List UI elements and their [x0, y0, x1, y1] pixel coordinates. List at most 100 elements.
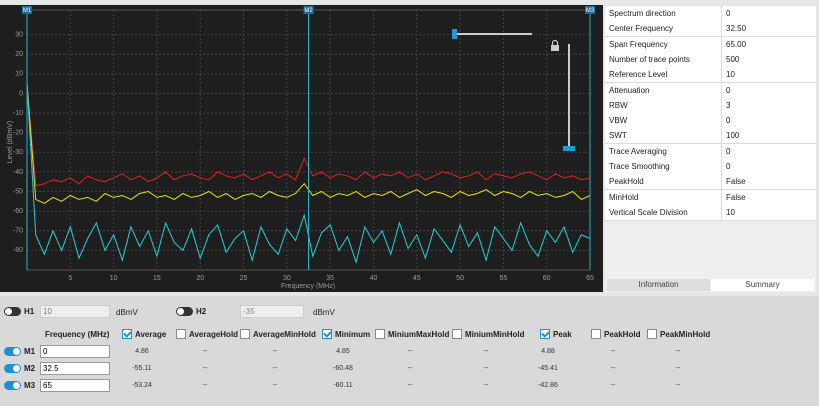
- h1-unit: dBmV: [116, 308, 138, 317]
- marker-label: M1: [24, 347, 36, 356]
- column-header: Average: [135, 330, 167, 339]
- marker-value: --: [675, 348, 681, 355]
- marker-value: 4.88: [541, 348, 555, 355]
- column-header: PeakHold: [604, 330, 641, 339]
- setting-name: Spectrum direction: [609, 9, 676, 18]
- column-checkbox[interactable]: [375, 329, 385, 339]
- x-tick-label: 55: [499, 275, 507, 282]
- setting-name: Center Frequency: [609, 24, 674, 34]
- column-checkbox[interactable]: [540, 329, 550, 339]
- marker-frequency-input[interactable]: 32.5: [40, 362, 110, 375]
- marker-value: --: [407, 382, 413, 389]
- marker-value: -55.11: [132, 365, 152, 372]
- settings-panel: Information Summary Spectrum direction 0 C…: [605, 6, 816, 292]
- column-header: AverageHold: [189, 330, 239, 339]
- column-checkbox[interactable]: [647, 329, 657, 339]
- y-tick-label: 20: [15, 51, 23, 58]
- marker-box: [22, 6, 32, 14]
- settings-row: SWT 100: [605, 128, 816, 145]
- marker-value: --: [202, 365, 208, 372]
- divider: [721, 6, 722, 21]
- marker-toggle[interactable]: [4, 364, 21, 373]
- marker-value: --: [610, 348, 616, 355]
- marker-frequency-input[interactable]: 0: [40, 345, 110, 358]
- marker-value: --: [202, 348, 208, 355]
- settings-row: PeakHold False: [605, 174, 816, 191]
- h1-toggle[interactable]: [4, 307, 21, 316]
- divider: [721, 143, 722, 159]
- h2-input[interactable]: -35: [240, 305, 304, 318]
- marker-value: --: [483, 348, 489, 355]
- chart-background: [0, 5, 603, 292]
- column-checkbox[interactable]: [452, 329, 462, 339]
- divider: [721, 97, 722, 113]
- column-checkbox[interactable]: [240, 329, 250, 339]
- setting-name: Number of trace points: [609, 54, 690, 64]
- marker-toggle[interactable]: [4, 381, 21, 390]
- marker-label: M2: [304, 8, 313, 14]
- marker-value: -42.86: [538, 382, 558, 389]
- settings-row: VBW 0: [605, 113, 816, 130]
- column-checkbox[interactable]: [322, 329, 332, 339]
- marker-panel: H1 10 dBmV H2 -35 dBmV Frequency (MHz) A…: [0, 296, 819, 406]
- column-header: MiniumMinHold: [465, 330, 525, 339]
- marker-value: --: [483, 365, 489, 372]
- setting-value: 500: [726, 54, 740, 64]
- x-tick-label: 50: [456, 275, 464, 282]
- setting-value: 0: [726, 146, 731, 156]
- marker-value: --: [407, 365, 413, 372]
- marker-value: --: [675, 365, 681, 372]
- marker-value: --: [272, 348, 278, 355]
- x-tick-label: 30: [283, 275, 291, 282]
- divider: [721, 128, 722, 144]
- settings-row: Center Frequency 32.50: [605, 21, 816, 38]
- setting-name: RBW: [609, 100, 628, 110]
- setting-value: False: [726, 177, 746, 187]
- h1-input[interactable]: 10: [40, 305, 110, 318]
- tab[interactable]: Information: [607, 279, 710, 291]
- marker-value: 4.86: [135, 348, 149, 355]
- marker-label: M3: [586, 8, 595, 14]
- marker-value: --: [407, 348, 413, 355]
- setting-value: 0: [726, 162, 731, 171]
- setting-value: 0: [726, 9, 731, 18]
- marker-frequency-input[interactable]: 65: [40, 379, 110, 392]
- column-header: AverageMinHold: [253, 330, 316, 339]
- settings-row: Attenuation 0: [605, 82, 816, 99]
- h1-label: H1: [24, 307, 35, 316]
- divider: [721, 113, 722, 129]
- column-header: Minimum: [335, 330, 371, 339]
- x-tick-label: 45: [413, 275, 421, 282]
- settings-row: Reference Level 10: [605, 67, 816, 84]
- setting-name: VBW: [609, 116, 628, 126]
- settings-row: Number of trace points 500: [605, 51, 816, 68]
- setting-value: 0: [726, 116, 731, 126]
- y-tick-label: -20: [13, 130, 23, 137]
- column-header: PeakMinHold: [660, 330, 711, 339]
- setting-value: False: [726, 192, 746, 202]
- divider: [721, 159, 722, 174]
- tab[interactable]: Summary: [711, 279, 814, 291]
- y-tick-label: -80: [13, 247, 23, 254]
- divider: [721, 82, 722, 98]
- marker-label: M2: [24, 364, 36, 373]
- h2-toggle[interactable]: [176, 307, 193, 316]
- column-checkbox[interactable]: [591, 329, 601, 339]
- marker-value: -53.24: [132, 382, 152, 389]
- x-tick-label: 5: [68, 275, 72, 282]
- marker-toggle[interactable]: [4, 347, 21, 356]
- marker-label: M1: [23, 8, 32, 14]
- column-checkbox[interactable]: [122, 329, 132, 339]
- setting-value: 32.50: [726, 24, 747, 34]
- setting-name: SWT: [609, 131, 627, 141]
- x-tick-label: 65: [586, 275, 594, 282]
- y-tick-label: -50: [13, 188, 23, 195]
- marker-value: --: [483, 382, 489, 389]
- column-checkbox[interactable]: [176, 329, 186, 339]
- marker-label: M3: [24, 381, 36, 390]
- scale-widget[interactable]: [452, 29, 575, 151]
- setting-name: Reference Level: [609, 70, 668, 80]
- setting-value: 0: [726, 85, 731, 95]
- x-tick-label: 40: [370, 275, 378, 282]
- marker-value: --: [610, 382, 616, 389]
